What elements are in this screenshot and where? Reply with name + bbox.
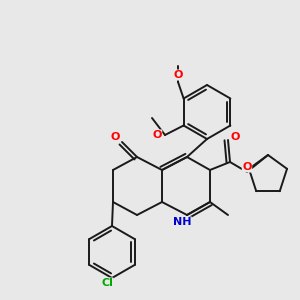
Text: O: O [173,70,183,80]
Text: O: O [110,132,120,142]
Text: O: O [242,162,252,172]
Text: O: O [230,132,240,142]
Text: NH: NH [173,217,191,227]
Text: O: O [152,130,162,140]
Text: Cl: Cl [101,278,113,288]
